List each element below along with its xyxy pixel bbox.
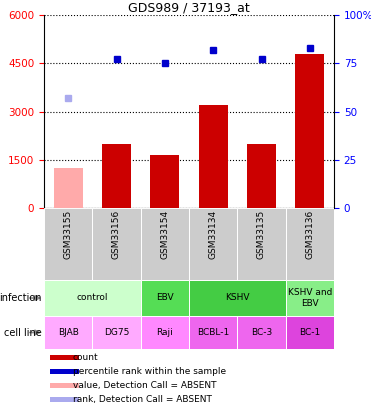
Bar [189, 208, 237, 280]
Text: DG75: DG75 [104, 328, 129, 337]
Bar [247, 144, 276, 208]
Text: KSHV and
EBV: KSHV and EBV [288, 288, 332, 308]
Text: GSM33155: GSM33155 [64, 210, 73, 260]
Text: BC-1: BC-1 [299, 328, 321, 337]
Text: control: control [76, 294, 108, 303]
Bar [54, 168, 83, 208]
Bar [44, 316, 92, 349]
Bar [198, 105, 228, 208]
Text: BCBL-1: BCBL-1 [197, 328, 229, 337]
Bar [92, 208, 141, 280]
Text: GSM33136: GSM33136 [305, 210, 314, 260]
Text: count: count [73, 353, 99, 362]
Bar [50, 383, 79, 388]
Text: GSM33154: GSM33154 [160, 210, 169, 259]
Bar [286, 208, 334, 280]
Text: infection: infection [0, 293, 42, 303]
Bar [141, 316, 189, 349]
Bar [286, 316, 334, 349]
Text: value, Detection Call = ABSENT: value, Detection Call = ABSENT [73, 381, 217, 390]
Bar [92, 316, 141, 349]
Bar [102, 144, 131, 208]
Bar [286, 280, 334, 316]
Bar [295, 53, 324, 208]
Text: rank, Detection Call = ABSENT: rank, Detection Call = ABSENT [73, 395, 212, 404]
Text: percentile rank within the sample: percentile rank within the sample [73, 367, 226, 376]
Bar [237, 316, 286, 349]
Text: BC-3: BC-3 [251, 328, 272, 337]
Text: GSM33134: GSM33134 [209, 210, 218, 259]
Text: GSM33135: GSM33135 [257, 210, 266, 260]
Text: BJAB: BJAB [58, 328, 79, 337]
Bar [44, 280, 141, 316]
Bar [50, 355, 79, 360]
Bar [141, 280, 189, 316]
Bar [150, 155, 179, 208]
Text: EBV: EBV [156, 294, 174, 303]
Text: GSM33156: GSM33156 [112, 210, 121, 260]
Text: KSHV: KSHV [225, 294, 250, 303]
Bar [237, 208, 286, 280]
Title: GDS989 / 37193_at: GDS989 / 37193_at [128, 1, 250, 14]
Text: Raji: Raji [157, 328, 173, 337]
Bar [50, 397, 79, 402]
Bar [189, 280, 286, 316]
Text: cell line: cell line [4, 328, 42, 337]
Bar [141, 208, 189, 280]
Bar [189, 316, 237, 349]
Bar [50, 369, 79, 374]
Bar [44, 208, 92, 280]
